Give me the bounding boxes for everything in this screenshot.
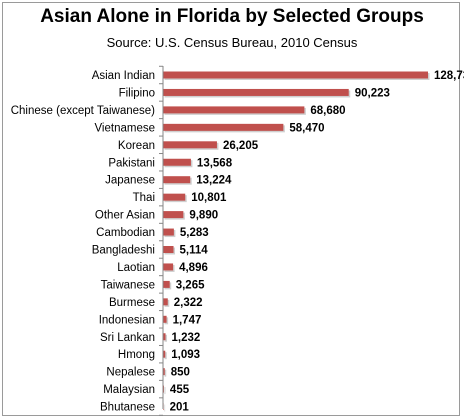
data-label: 26,205 — [223, 140, 259, 152]
category-label: Korean — [118, 140, 155, 152]
category-label: Bangladeshi — [92, 245, 155, 257]
category-label: Other Asian — [95, 210, 155, 222]
data-label: 850 — [171, 367, 190, 379]
category-label: Filipino — [119, 87, 155, 99]
bar-shadow — [164, 387, 166, 395]
data-label: 128,735 — [434, 70, 464, 82]
data-label: 1,747 — [173, 314, 202, 326]
category-label: Nepalese — [106, 367, 155, 379]
data-label: 68,680 — [310, 105, 345, 117]
bar — [163, 368, 165, 376]
bar-shadow — [164, 352, 167, 360]
bar — [163, 106, 305, 114]
category-label: Hmong — [118, 349, 155, 361]
data-label: 13,224 — [196, 175, 232, 187]
bar — [163, 333, 166, 341]
data-label: 201 — [170, 402, 190, 414]
bar — [163, 280, 170, 288]
bar — [163, 193, 186, 201]
data-label: 90,223 — [355, 87, 390, 99]
category-label: Thai — [133, 192, 155, 204]
bar — [163, 71, 428, 79]
category-label: Taiwanese — [101, 279, 155, 291]
chart-title: Asian Alone in Florida by Selected Group… — [40, 6, 424, 27]
bar-shadow — [164, 404, 166, 412]
chart-frame — [2, 2, 460, 416]
data-label: 13,568 — [197, 157, 233, 169]
bar-shadow — [164, 369, 167, 377]
category-label: Vietnamese — [94, 122, 155, 134]
data-label: 10,801 — [191, 192, 227, 204]
bar — [163, 246, 174, 253]
category-label: Malaysian — [103, 384, 155, 396]
category-label: Chinese (except Taiwanese) — [11, 105, 155, 117]
bar-shadow — [164, 334, 168, 342]
bar — [163, 158, 191, 166]
data-label: 2,322 — [174, 297, 203, 309]
category-label: Cambodian — [96, 227, 155, 239]
category-label: Asian Indian — [92, 70, 155, 82]
bar — [163, 88, 349, 96]
bar — [163, 263, 174, 271]
data-label: 9,890 — [189, 210, 218, 222]
bar — [163, 298, 168, 306]
chart-subtitle: Source: U.S. Census Bureau, 2010 Census — [106, 35, 358, 50]
category-label: Pakistani — [108, 157, 155, 169]
data-label: 1,093 — [171, 349, 200, 361]
bar — [163, 315, 167, 323]
data-label: 4,896 — [179, 262, 208, 274]
data-label: 5,114 — [180, 245, 209, 257]
category-label: Indonesian — [99, 314, 155, 326]
bar — [163, 123, 284, 131]
data-label: 58,470 — [289, 122, 324, 134]
bar — [163, 350, 166, 358]
bar — [163, 176, 191, 184]
data-label: 455 — [170, 384, 190, 396]
bar — [163, 211, 184, 219]
data-label: 1,232 — [172, 332, 201, 344]
category-label: Japanese — [105, 175, 155, 187]
category-label: Sri Lankan — [100, 332, 155, 344]
category-label: Bhutanese — [100, 402, 155, 414]
category-label: Laotian — [117, 262, 155, 274]
bar — [163, 228, 174, 236]
category-label: Burmese — [109, 297, 155, 309]
data-label: 3,265 — [176, 279, 205, 291]
bar — [163, 141, 217, 149]
data-label: 5,283 — [180, 227, 209, 239]
